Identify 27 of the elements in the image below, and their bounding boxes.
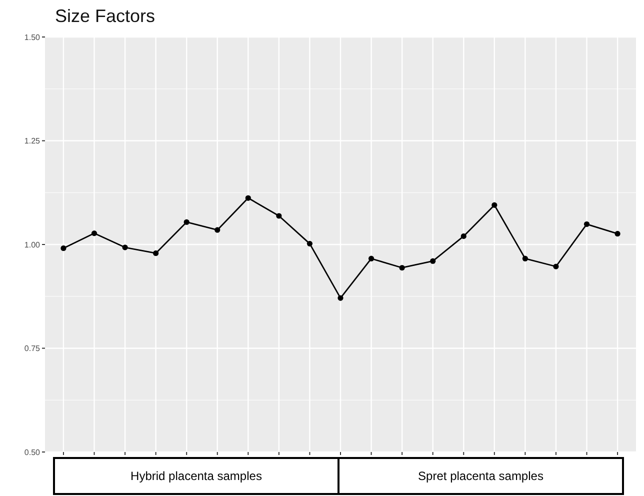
point (91, 230, 98, 236)
point (368, 256, 374, 262)
text: Hybrid placenta samples (130, 469, 262, 484)
text: Spret placenta samples (418, 469, 544, 484)
point (276, 213, 282, 219)
point (60, 245, 66, 252)
point (153, 250, 159, 256)
point (460, 233, 466, 239)
point (214, 227, 220, 233)
y-tick-label: 0.50 (24, 448, 41, 457)
point (306, 240, 313, 246)
point (553, 264, 559, 270)
chart-title: Size Factors (55, 6, 156, 26)
point (338, 295, 344, 301)
point (399, 264, 405, 271)
point (184, 219, 190, 225)
point (584, 221, 590, 227)
y-tick-label: 1.50 (24, 32, 41, 42)
point (614, 230, 620, 237)
y-tick-label: 1.00 (24, 240, 41, 250)
point (245, 195, 251, 201)
point (492, 202, 498, 208)
y-tick-label: 1.25 (24, 136, 41, 146)
point (430, 258, 436, 264)
point (122, 244, 128, 250)
y-tick-label: 0.75 (24, 344, 41, 354)
point (522, 256, 528, 262)
